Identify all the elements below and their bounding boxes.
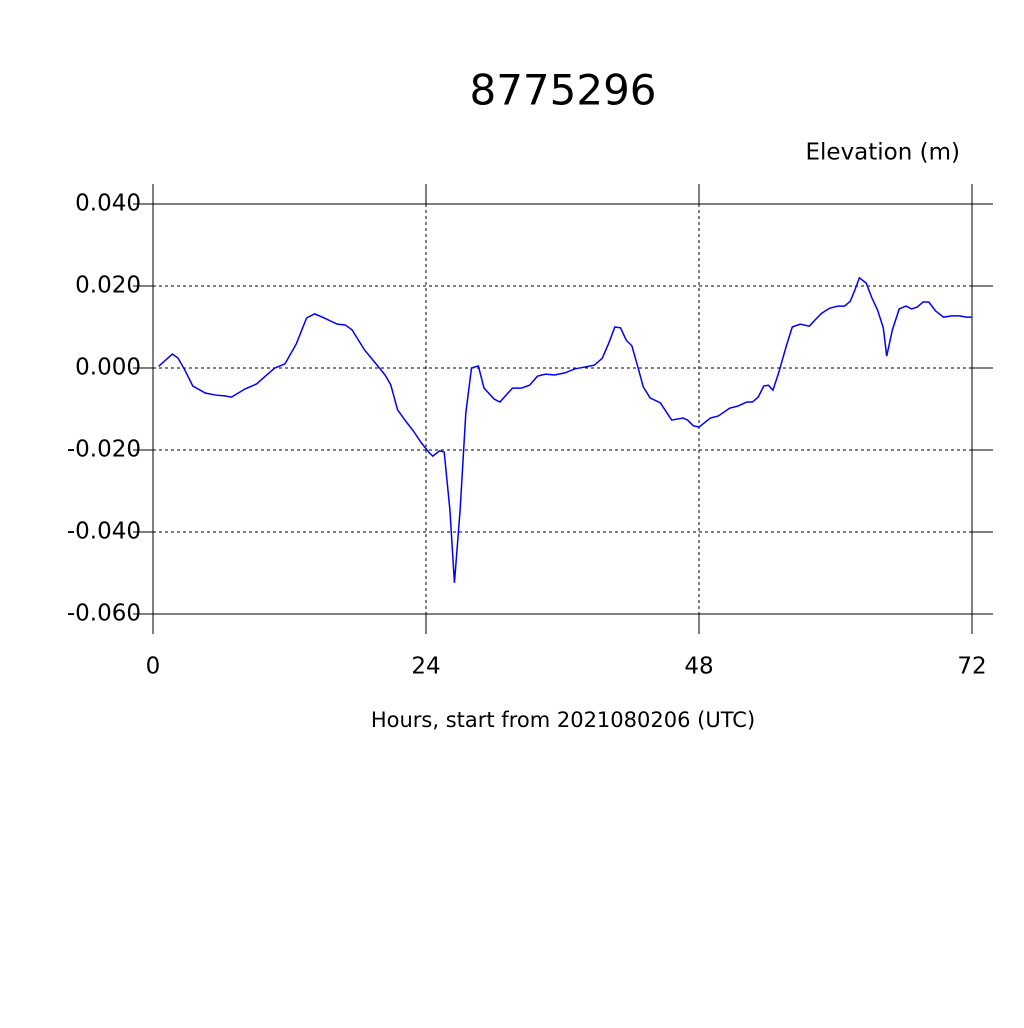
y-tick-label: -0.040 — [67, 519, 141, 545]
y-tick-label: 0.000 — [75, 355, 141, 381]
y-axis-label: Elevation (m) — [806, 140, 961, 166]
y-tick-label: 0.040 — [75, 191, 141, 217]
plot-frame — [152, 203, 973, 615]
x-tick-label: 0 — [146, 654, 161, 680]
x-tick-label: 48 — [684, 654, 713, 680]
x-axis-label: Hours, start from 2021080206 (UTC) — [371, 708, 755, 732]
y-tick-label: -0.060 — [67, 601, 141, 627]
y-tick-label: 0.020 — [75, 273, 141, 299]
y-tick-label: -0.020 — [67, 437, 141, 463]
x-tick-label: 24 — [411, 654, 440, 680]
data-line — [158, 276, 972, 583]
x-tick-label: 72 — [957, 654, 986, 680]
chart-title: 8775296 — [469, 66, 656, 115]
